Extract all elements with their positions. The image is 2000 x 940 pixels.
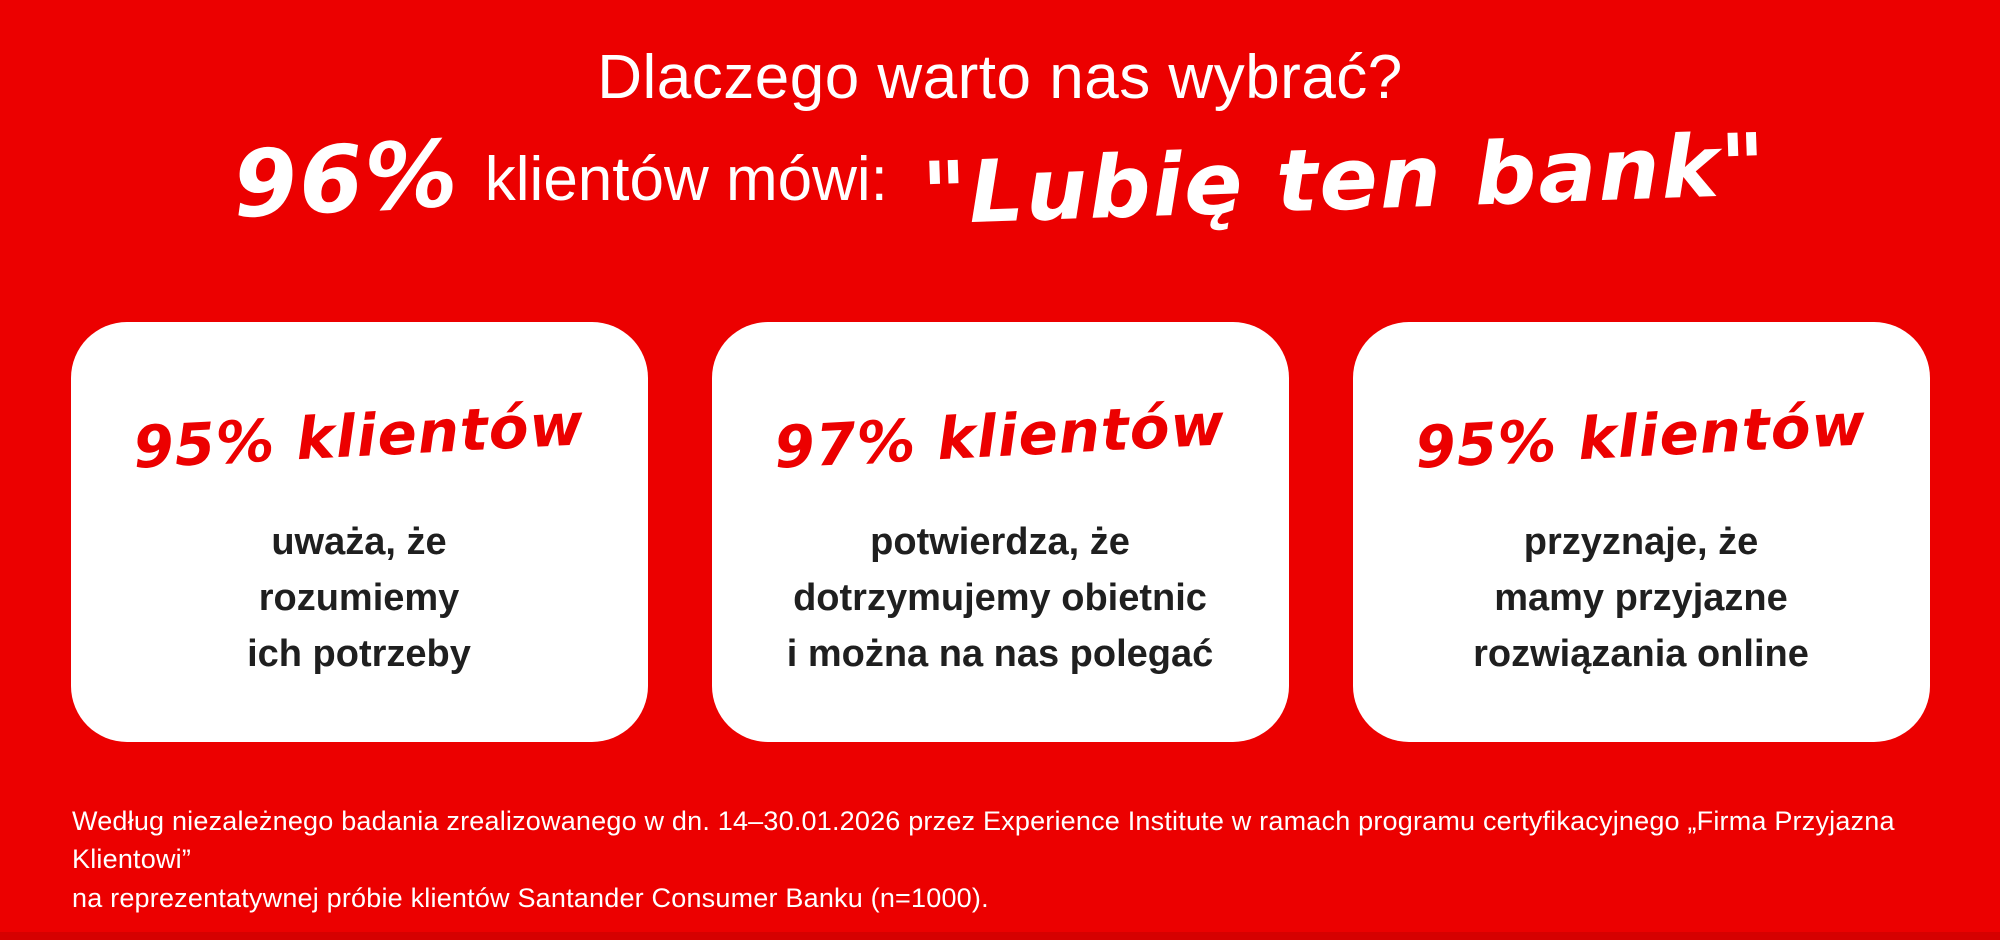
card-stat-value: 97% klientów — [772, 390, 1228, 482]
card-description-line: przyznaje, że — [1523, 521, 1759, 563]
bottom-edge-strip — [0, 932, 2000, 940]
card-description-line: rozumiemy — [258, 577, 460, 620]
legal-footnote: Według niezależnego badania zrealizowane… — [72, 802, 2000, 917]
card-description-line: uważa, że — [271, 521, 447, 563]
stat-cards-row: 95% klientów uważa, że rozumiemy ich pot… — [0, 322, 2000, 742]
page-title: Dlaczego warto nas wybrać? — [597, 43, 1403, 112]
card-description-line: ich potrzeby — [247, 633, 471, 676]
stat-card-online: 95% klientów przyznaje, że mamy przyjazn… — [1352, 322, 1930, 742]
card-description-line: i można na nas polegać — [786, 633, 1214, 676]
card-stat-value: 95% klientów — [1413, 390, 1869, 482]
card-description-line: mamy przyjazne — [1494, 577, 1788, 620]
footnote-line-2: na reprezentatywnej próbie klientów Sant… — [72, 882, 989, 913]
stat-96-percent: 96% — [229, 120, 462, 240]
footnote-line-1: Według niezależnego badania zrealizowane… — [72, 806, 1895, 875]
card-description-line: potwierdza, że — [870, 521, 1130, 563]
card-stat-value: 95% klientów — [131, 390, 587, 482]
card-description: przyznaje, że mamy przyjazne rozwiązania… — [1473, 514, 1809, 683]
stat-card-understanding: 95% klientów uważa, że rozumiemy ich pot… — [70, 322, 648, 742]
stat-label: klientów mówi: — [484, 145, 888, 215]
stat-card-promises: 97% klientów potwierdza, że dotrzymujemy… — [711, 322, 1289, 742]
card-description: potwierdza, że dotrzymujemy obietnic i m… — [787, 514, 1214, 683]
card-description-line: rozwiązania online — [1473, 633, 1809, 676]
card-description: uważa, że rozumiemy ich potrzeby — [247, 514, 471, 683]
customer-quote: "Lubię ten bank" — [920, 114, 1769, 245]
headline-stat-line: 96% klientów mówi: "Lubię ten bank" — [0, 115, 2000, 244]
card-description-line: dotrzymujemy obietnic — [793, 577, 1207, 620]
